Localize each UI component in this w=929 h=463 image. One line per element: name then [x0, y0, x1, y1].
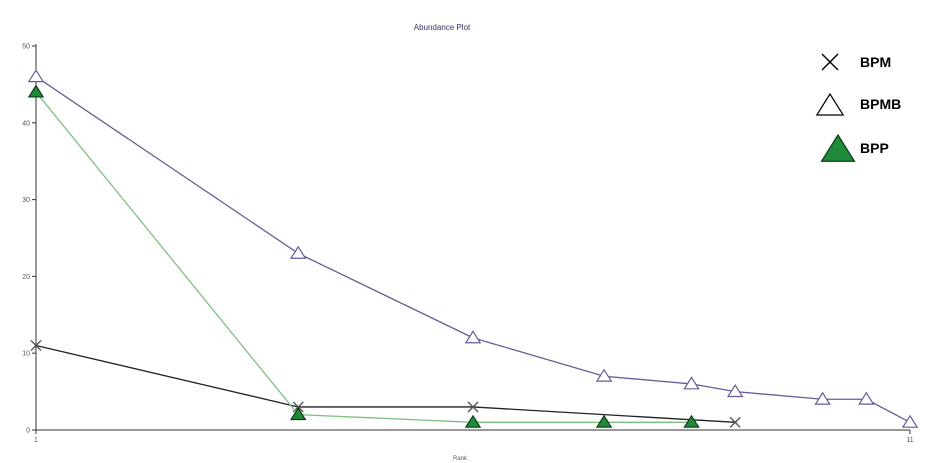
data-point-bpmb: [289, 245, 307, 259]
series-bpm: [30, 340, 741, 428]
series-bpp: [27, 84, 700, 428]
data-point-bpmb: [814, 391, 831, 405]
data-point-bpmb: [726, 383, 744, 398]
legend-label: BPM: [860, 54, 891, 70]
data-point-bpm: [729, 416, 741, 428]
x-stroke: [30, 340, 42, 352]
x-stroke: [467, 401, 479, 413]
data-point-bpp: [289, 407, 307, 421]
legend-marker-filled-triangle-icon: [820, 133, 856, 162]
data-point-bpmb: [27, 69, 45, 83]
y-tick-label: 40: [22, 120, 30, 127]
data-point-bpmb: [683, 376, 700, 390]
data-point-bpp: [683, 414, 700, 428]
data-point-bpm: [467, 401, 479, 413]
legend-marker-open-triangle-icon: [815, 92, 845, 116]
data-point-bpmb: [595, 368, 613, 382]
y-tick-label: 50: [22, 44, 30, 51]
y-tick-label: 10: [22, 351, 30, 358]
series-layer: [27, 69, 919, 428]
data-point-bpm: [30, 340, 42, 352]
y-tick-label: 20: [22, 274, 30, 281]
x-stroke: [821, 53, 839, 71]
x-axis-label: Rank: [453, 456, 468, 462]
series-bpmb: [27, 69, 919, 428]
x-stroke: [729, 416, 741, 428]
data-point-bpmb: [901, 414, 919, 428]
legend-label: BPMB: [860, 96, 901, 112]
x-tick-label: 1: [34, 437, 38, 444]
y-tick-label: 30: [22, 197, 30, 204]
data-point-bpp: [595, 414, 613, 428]
series-line-bpm: [35, 344, 736, 423]
data-point-bpp: [464, 414, 482, 428]
series-line-bpmb: [35, 76, 911, 423]
legend-marker-x-icon: [821, 53, 839, 71]
legend: BPM BPMB BPP: [815, 53, 901, 162]
legend-label: BPP: [860, 140, 889, 156]
data-point-bpp: [27, 84, 45, 98]
legend-item-bpmb: BPMB: [815, 92, 901, 116]
chart-title: Abundance Plot: [414, 23, 471, 32]
y-tick-label: 0: [26, 428, 30, 435]
x-tick-label: 11: [906, 437, 913, 444]
data-point-bpmb: [858, 391, 875, 405]
legend-item-bpp: BPP: [820, 133, 889, 162]
legend-item-bpm: BPM: [821, 53, 891, 71]
data-point-bpmb: [464, 330, 482, 344]
